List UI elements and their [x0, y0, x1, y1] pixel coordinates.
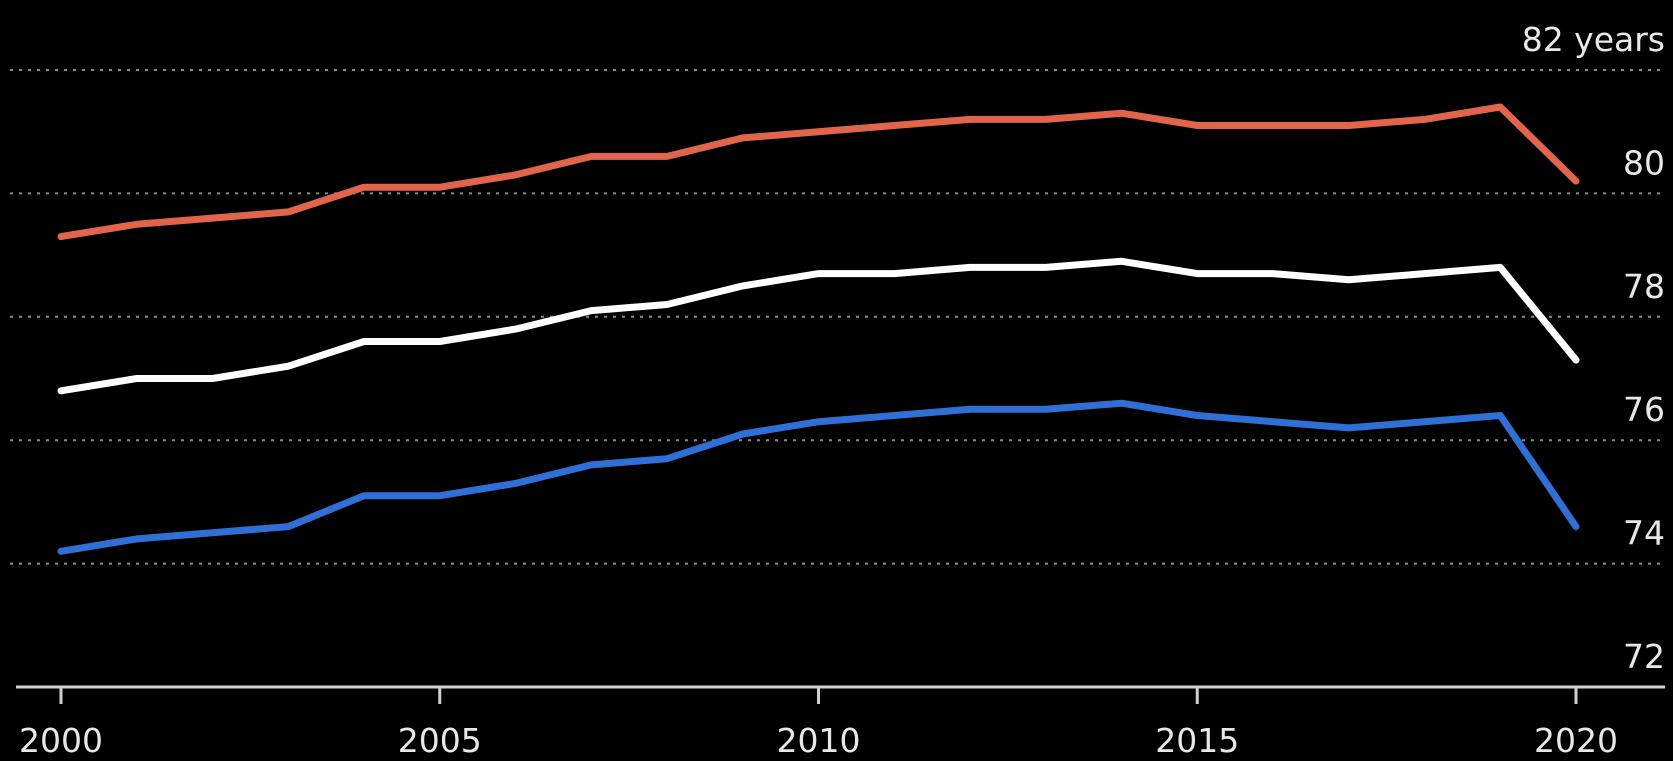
y-tick-label-74: 74	[1623, 514, 1665, 553]
x-tick-label-2000: 2000	[19, 721, 103, 760]
series-layer	[57, 103, 1580, 555]
y-tick-label-76: 76	[1623, 390, 1665, 429]
label-layer: 72 74 76 78 80 82 years 2000 2005 2010 2015 2020	[19, 20, 1665, 760]
y-tick-label-82: 82 years	[1522, 20, 1665, 59]
series-line-2	[57, 257, 1580, 395]
y-tick-label-80: 80	[1623, 143, 1665, 182]
x-tick-label-2020: 2020	[1534, 721, 1618, 760]
grid-layer	[10, 69, 1665, 565]
series-line-3	[57, 399, 1580, 555]
series-line-1	[57, 103, 1580, 241]
y-tick-label-72: 72	[1623, 637, 1665, 676]
axis-layer	[16, 685, 1665, 704]
x-tick-label-2015: 2015	[1155, 721, 1239, 760]
x-tick-label-2005: 2005	[398, 721, 482, 760]
y-tick-label-78: 78	[1623, 267, 1665, 306]
x-tick-label-2010: 2010	[777, 721, 861, 760]
